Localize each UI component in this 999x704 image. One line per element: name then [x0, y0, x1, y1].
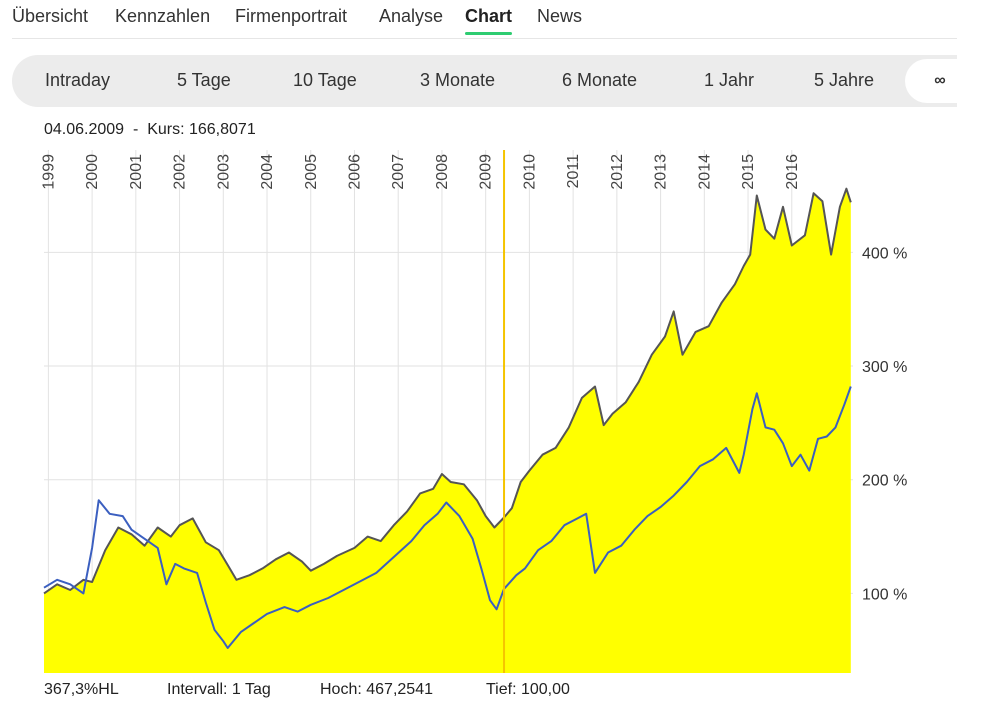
price-chart[interactable]: 1999 2000 2001 2002 2003 2004 2005 2006 2007 2008…	[0, 140, 999, 680]
percent-tick-labels: 100 % 200 % 300 % 400 %	[862, 245, 907, 603]
footer-high-value: 467,2541	[366, 681, 433, 698]
range-5-tage-button[interactable]: 5 Tage	[177, 70, 231, 90]
year-tick-label: 2005	[303, 154, 320, 190]
crosshair-readout: 04.06.2009 - Kurs: 166,8071	[44, 121, 256, 139]
area-layer	[44, 188, 851, 673]
percent-tick-label: 200 %	[862, 473, 907, 490]
footer-interval: Intervall: 1 Tag	[167, 681, 271, 699]
year-tick-label: 2014	[696, 154, 713, 190]
footer-high: Hoch: 467,2541	[320, 681, 433, 699]
range-max-button[interactable]: ∞	[905, 59, 975, 103]
main-series-line	[43, 187, 852, 595]
range-intraday-button[interactable]: Intraday	[45, 70, 111, 90]
footer-low: Tief: 100,00	[486, 681, 570, 699]
readout-kurs-label: Kurs:	[147, 121, 185, 138]
footer-low-label: Tief:	[486, 681, 517, 698]
readout-date: 04.06.2009	[44, 121, 125, 138]
year-tick-label: 2008	[434, 154, 451, 190]
range-10-tage-button[interactable]: 10 Tage	[293, 70, 357, 90]
main-series-area	[44, 188, 851, 673]
footer-interval-value: 1 Tag	[231, 681, 271, 698]
year-tick-label: 2001	[128, 154, 145, 190]
range-6-monate-button[interactable]: 6 Monate	[562, 70, 638, 90]
percent-tick-label: 100 %	[862, 586, 907, 603]
percent-tick-label: 300 %	[862, 359, 907, 376]
year-tick-label: 2000	[84, 154, 101, 190]
year-tick-label: 2013	[653, 154, 670, 190]
range-1-jahr-button[interactable]: 1 Jahr	[704, 70, 755, 90]
range-5-jahre-button[interactable]: 5 Jahre	[814, 70, 875, 90]
year-tick-label: 2016	[784, 154, 801, 190]
footer-low-value: 100,00	[520, 681, 570, 698]
top-navigation: Übersicht Kennzahlen Firmenportrait Anal…	[12, 0, 957, 39]
line-layer	[43, 187, 852, 649]
year-tick-label: 2015	[740, 154, 757, 190]
year-tick-label: 2009	[478, 154, 495, 190]
year-tick-label: 2003	[215, 154, 232, 190]
tab-news[interactable]: News	[537, 6, 583, 26]
tab-firmenportrait[interactable]: Firmenportrait	[235, 6, 348, 26]
footer-high-label: Hoch:	[320, 681, 362, 698]
tab-chart[interactable]: Chart	[465, 6, 513, 35]
time-range-selector: Intraday 5 Tage 10 Tage 3 Monate 6 Monat…	[12, 55, 975, 107]
year-tick-label: 2002	[172, 154, 189, 190]
tab-kennzahlen[interactable]: Kennzahlen	[115, 6, 211, 26]
compare-series-line	[43, 386, 852, 649]
readout-separator: -	[132, 121, 139, 138]
year-tick-label: 2007	[390, 154, 407, 190]
footer-change: 367,3%HL	[44, 681, 119, 698]
year-tick-labels: 1999 2000 2001 2002 2003 2004 2005 2006 2007 2008…	[40, 154, 800, 190]
year-tick-label: 1999	[40, 154, 57, 190]
percent-tick-label: 400 %	[862, 245, 907, 262]
year-tick-label: 2010	[521, 154, 538, 190]
range-3-monate-button[interactable]: 3 Monate	[420, 70, 496, 90]
year-tick-label: 2012	[609, 154, 626, 190]
readout-kurs-value: 166,8071	[188, 121, 256, 138]
tab-analyse[interactable]: Analyse	[379, 6, 444, 26]
tab-uebersicht[interactable]: Übersicht	[12, 6, 89, 26]
year-tick-label: 2004	[259, 154, 276, 190]
footer-interval-label: Intervall:	[167, 681, 228, 698]
year-tick-label: 2006	[346, 154, 363, 190]
year-tick-label: 2011	[565, 154, 582, 189]
